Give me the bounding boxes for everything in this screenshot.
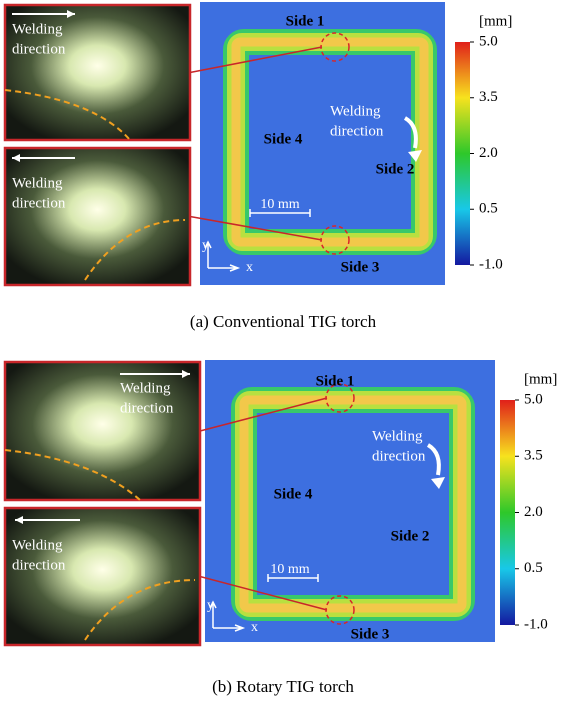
scale-label: 10 mm [260, 197, 299, 212]
colorbar-tick-label: 0.5 [479, 201, 498, 217]
colorbar [500, 400, 515, 625]
axis-label: y [207, 598, 214, 613]
side-label: Side 1 [316, 373, 355, 389]
inset-label: direction [12, 557, 66, 573]
scale-label: 10 mm [270, 562, 309, 577]
colorbar-tick-label: 0.5 [524, 560, 543, 576]
colorbar-tick-label: 5.0 [524, 391, 543, 407]
inset-label: Welding [12, 175, 63, 191]
axis-label: x [251, 620, 258, 635]
side-label: Side 2 [376, 161, 415, 177]
side-label: Side 3 [351, 626, 390, 642]
inset-photo [5, 508, 200, 645]
side-label: Side 3 [341, 259, 380, 275]
inset-label: direction [12, 41, 66, 57]
map-label: Welding [330, 103, 381, 119]
colorbar-tick-label: -1.0 [479, 256, 503, 272]
colorbar-tick-label: 3.5 [479, 89, 498, 105]
caption: (b) Rotary TIG torch [212, 677, 354, 696]
map-label: direction [330, 123, 384, 139]
colorbar-unit: [mm] [524, 371, 557, 387]
inset-label: Welding [12, 537, 63, 553]
inset-label: Welding [120, 380, 171, 396]
figure: Welding direction Welding direction Side 1 Si… [0, 0, 566, 706]
side-label: Side 1 [286, 13, 325, 29]
side-label: Side 4 [274, 486, 313, 502]
colorbar-unit: [mm] [479, 13, 512, 29]
inset-photo [5, 148, 190, 285]
map-label: direction [372, 448, 426, 464]
caption: (a) Conventional TIG torch [190, 312, 377, 331]
colorbar [455, 42, 470, 265]
axis-label: y [202, 238, 209, 253]
inset-label: direction [12, 195, 66, 211]
colorbar-tick-label: 2.0 [479, 145, 498, 161]
inset-label: Welding [12, 21, 63, 37]
colorbar-tick-label: 5.0 [479, 33, 498, 49]
side-label: Side 4 [264, 131, 303, 147]
side-label: Side 2 [391, 528, 430, 544]
map-label: Welding [372, 428, 423, 444]
colorbar-tick-label: -1.0 [524, 616, 548, 632]
colorbar-tick-label: 3.5 [524, 448, 543, 464]
axis-label: x [246, 260, 253, 275]
inset-label: direction [120, 400, 174, 416]
inset-photo [5, 362, 200, 500]
colorbar-tick-label: 2.0 [524, 504, 543, 520]
